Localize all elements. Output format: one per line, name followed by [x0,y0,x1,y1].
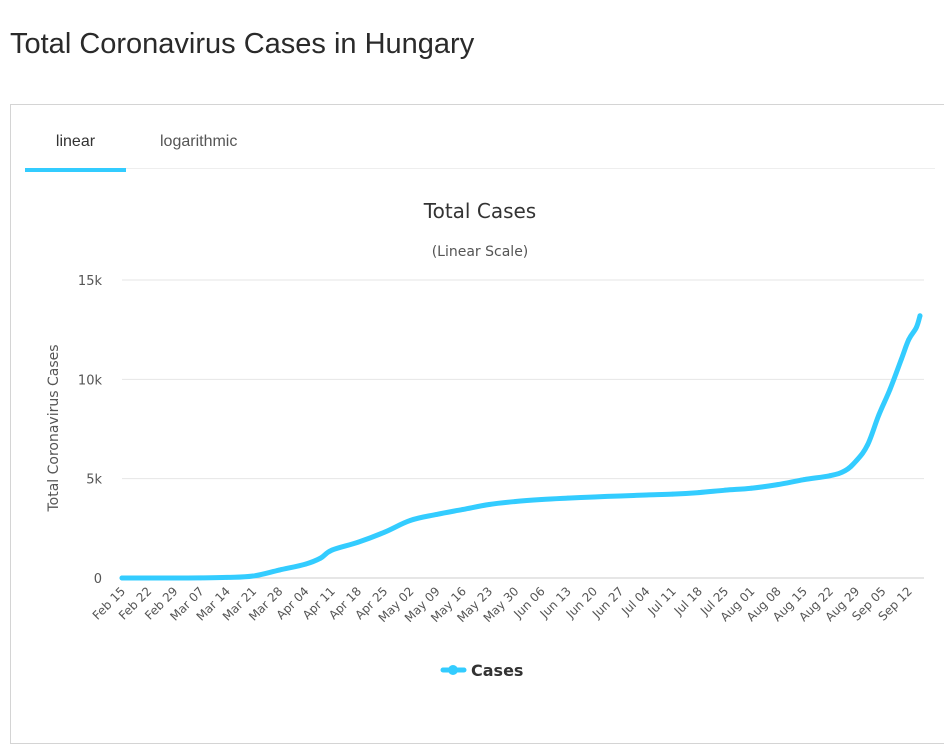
data-point[interactable] [917,313,923,319]
data-point[interactable] [617,493,623,499]
x-tick-label: Jul 04 [618,584,652,618]
data-point[interactable] [172,575,177,581]
data-point[interactable] [775,482,781,488]
y-tick-label: 5k [86,473,102,488]
data-point[interactable] [722,487,728,493]
data-point[interactable] [276,567,282,573]
data-point[interactable] [906,337,912,342]
data-point[interactable] [565,495,571,501]
data-point[interactable] [913,325,919,331]
data-point[interactable] [876,412,882,418]
data-point[interactable] [303,561,308,567]
data-point[interactable] [853,458,859,464]
chart-subtitle: (Linear Scale) [432,244,529,260]
data-point[interactable] [145,575,151,581]
data-point[interactable] [670,491,676,497]
data-point[interactable] [250,573,256,579]
data-point[interactable] [696,490,702,495]
data-point[interactable] [460,507,466,512]
data-point[interactable] [318,555,323,561]
data-point[interactable] [827,473,833,479]
y-tick-label: 0 [94,572,102,587]
data-point[interactable] [591,494,597,500]
data-point[interactable] [801,477,807,483]
data-point[interactable] [749,485,754,491]
data-point[interactable] [539,497,545,502]
data-point[interactable] [198,575,204,581]
data-point[interactable] [329,547,335,553]
data-point[interactable] [434,512,440,517]
series-line-cases[interactable] [119,313,923,581]
x-tick-label: Jul 11 [645,584,679,618]
legend-label-cases: Cases [471,661,523,680]
data-point[interactable] [644,492,649,498]
data-point[interactable] [486,502,492,507]
legend[interactable]: Cases [440,661,523,680]
active-tab-indicator [25,168,126,172]
data-point[interactable] [865,442,870,448]
chart-panel: linear logarithmic [10,104,944,744]
data-point[interactable] [842,468,848,474]
data-point[interactable] [355,539,361,545]
y-axis-label: Total Coronavirus Cases [46,344,62,512]
x-tick-label: Jul 18 [671,584,705,618]
data-point[interactable] [408,517,413,523]
tab-linear[interactable]: linear [55,133,96,150]
data-point[interactable] [898,357,904,362]
data-point[interactable] [224,575,230,580]
tab-logarithmic[interactable]: logarithmic [160,133,238,150]
data-point[interactable] [512,499,518,504]
data-point[interactable] [887,386,893,392]
chart-title: Total Cases [423,199,536,223]
data-point[interactable] [119,575,125,581]
page-title: Total Coronavirus Cases in Hungary [10,28,475,60]
y-tick-label: 10k [78,373,103,388]
scale-tabs: linear logarithmic [25,105,935,172]
data-point[interactable] [381,529,387,535]
legend-marker [448,665,458,675]
y-tick-label: 15k [78,274,103,289]
